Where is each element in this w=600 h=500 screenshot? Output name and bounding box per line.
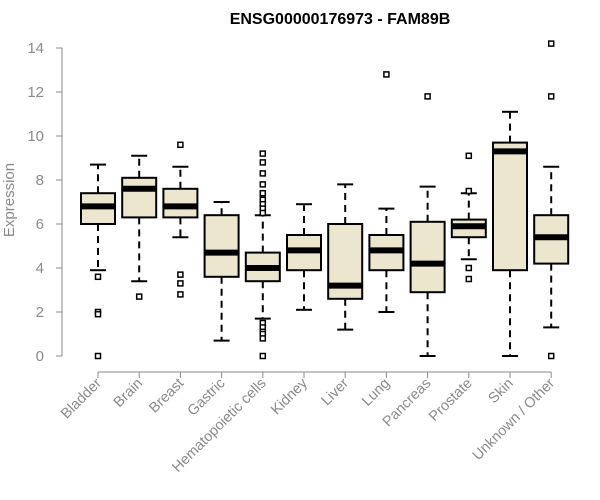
outlier-point — [383, 71, 390, 78]
y-tick-label: 14 — [27, 40, 44, 57]
outlier-point — [465, 152, 473, 160]
box-skin — [492, 110, 528, 357]
outlier-point — [177, 141, 184, 149]
outlier-point — [94, 273, 102, 281]
iqr-box — [409, 220, 446, 294]
x-tick-label: Lung — [359, 376, 393, 410]
outlier-point — [177, 271, 184, 278]
outlier-point — [424, 93, 431, 100]
x-tick-label: Liver — [318, 375, 352, 409]
box-kidney — [286, 203, 322, 311]
iqr-box — [203, 214, 240, 278]
iqr-box — [162, 187, 199, 219]
box-prostate — [450, 152, 487, 283]
outlier-point — [547, 352, 555, 360]
box-breast — [162, 141, 199, 298]
box-gastric — [203, 201, 240, 342]
y-tick-label: 8 — [36, 172, 44, 189]
box-brain — [121, 154, 158, 300]
outlier-point — [465, 275, 473, 283]
outlier-point — [465, 187, 473, 195]
x-tick-label: Breast — [146, 376, 187, 417]
x-tick-label: Brain — [111, 376, 146, 411]
outlier-point — [177, 280, 184, 287]
outlier-point — [259, 170, 267, 177]
iqr-box — [492, 141, 528, 272]
box-unknown-other — [533, 40, 570, 360]
outlier-point — [465, 264, 473, 272]
outlier-point — [177, 291, 184, 298]
x-tick-label: Skin — [486, 376, 517, 407]
iqr-box — [121, 176, 158, 219]
box-liver — [327, 183, 364, 331]
boxes-group — [80, 40, 570, 360]
y-tick-label: 6 — [36, 216, 44, 233]
outlier-point — [135, 293, 143, 300]
outlier-point — [259, 335, 267, 342]
box-bladder — [80, 163, 116, 360]
outlier-point — [259, 209, 267, 217]
outlier-point — [259, 181, 267, 188]
outlier-point — [547, 40, 555, 47]
y-tick-label: 12 — [27, 84, 44, 101]
y-tick-label: 0 — [36, 348, 44, 365]
box-pancreas — [409, 93, 446, 357]
y-tick-label: 4 — [36, 260, 44, 277]
x-tick-label: Kidney — [268, 375, 311, 418]
outlier-point — [259, 150, 267, 157]
outlier-point — [94, 310, 102, 318]
outlier-point — [94, 352, 102, 360]
y-axis-label: Expression — [1, 163, 18, 237]
chart-title: ENSG00000176973 - FAM89B — [230, 11, 451, 28]
y-axis: 0 2 4 6 8 10 12 14 — [27, 40, 63, 365]
outlier-point — [259, 352, 267, 360]
outlier-point — [547, 93, 555, 100]
outlier-point — [259, 159, 267, 166]
outlier-point — [259, 189, 267, 197]
box-lung — [368, 71, 405, 313]
x-tick-label: Bladder — [58, 375, 105, 422]
box-hematopoietic-cells — [244, 150, 281, 360]
x-tick-label: Prostate — [426, 376, 475, 425]
y-tick-label: 2 — [36, 304, 44, 321]
y-tick-label: 10 — [27, 128, 44, 145]
